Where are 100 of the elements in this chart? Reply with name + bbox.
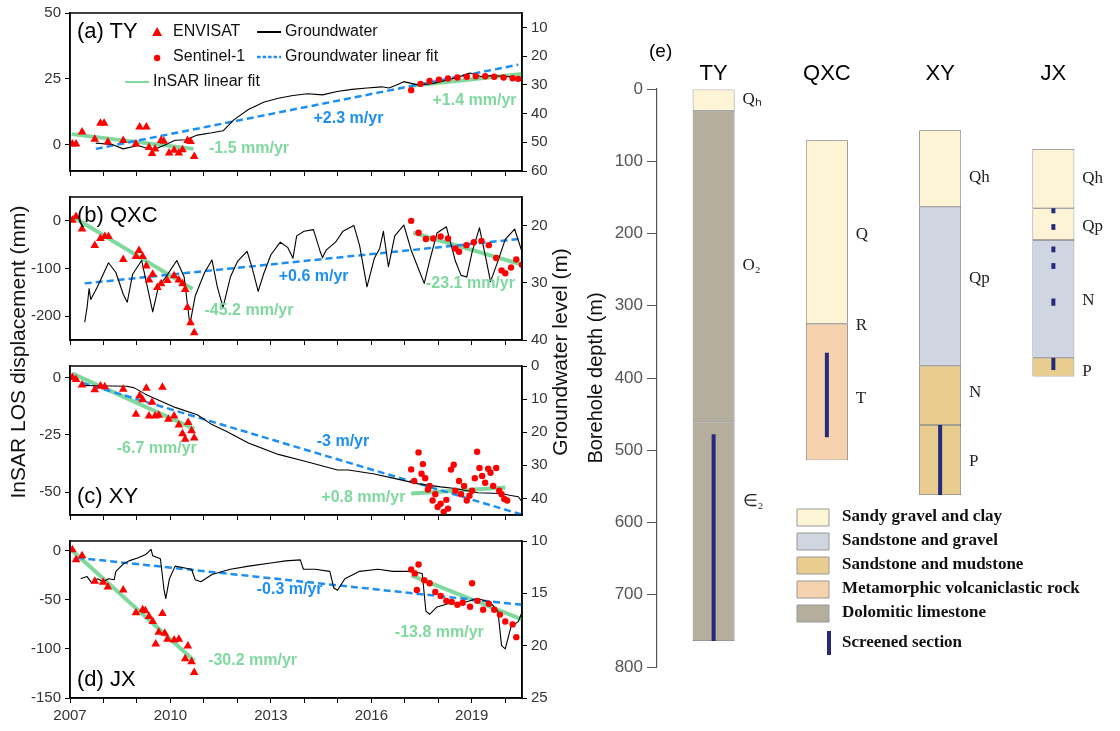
legend-label: Groundwater linear fit: [285, 47, 439, 65]
y2-tick-label: 25: [531, 688, 548, 706]
y2-axis-title: Groundwater level (m): [548, 248, 572, 456]
point: [468, 487, 476, 494]
point: [481, 479, 489, 486]
y-tick-label: -100: [30, 258, 61, 276]
annotation: -30.2 mm/yr: [208, 650, 298, 668]
y2-tick-label: 10: [531, 17, 548, 35]
y-tick-label: 0: [633, 78, 643, 98]
point: [437, 592, 444, 600]
point: [158, 382, 167, 390]
y-tick-label: 700: [614, 584, 643, 604]
point: [189, 667, 199, 675]
text: (d) JX: [77, 666, 136, 692]
point: [496, 611, 504, 618]
point: [153, 282, 162, 291]
annotation: +2.3 m/yr: [313, 109, 384, 127]
point: [180, 653, 190, 662]
y2-tick-label: 40: [531, 330, 548, 348]
point: [472, 73, 479, 80]
point: [452, 487, 459, 494]
annotation: -1.5 mm/yr: [208, 139, 290, 157]
point: [164, 414, 173, 422]
annotation: +0.8 mm/yr: [321, 487, 406, 505]
x-tick-label: 2007: [53, 706, 87, 724]
y2-tick-label: 20: [531, 46, 548, 64]
y-tick-label: -150: [30, 688, 61, 706]
point: [432, 588, 439, 596]
point: [90, 384, 100, 393]
y2-tick-label: 30: [531, 272, 548, 290]
point: [103, 582, 113, 590]
y-tick-label: 200: [614, 223, 643, 243]
point: [432, 490, 439, 498]
point: [407, 86, 415, 94]
point: [485, 600, 493, 607]
y-tick-label: -50: [39, 590, 61, 608]
y2-tick-label: 10: [531, 531, 548, 549]
point: [479, 606, 487, 613]
chart-title: (a) TY: [77, 18, 139, 44]
y-tick-label: 25: [44, 68, 61, 86]
annotation: P: [969, 450, 979, 470]
annotation: Q: [855, 223, 869, 243]
y-tick-label: 0: [52, 134, 61, 152]
point: [164, 148, 174, 156]
legend-label: InSAR linear fit: [153, 72, 261, 90]
point: [150, 143, 160, 152]
point: [474, 597, 481, 605]
y-tick-label: 600: [614, 512, 643, 532]
point: [443, 496, 450, 504]
point: [118, 254, 128, 262]
point: [515, 75, 522, 83]
point: [491, 73, 498, 80]
point: [151, 639, 161, 647]
y-tick-label: 0: [52, 367, 61, 385]
annotation: -23.1 mm/yr: [426, 273, 515, 291]
chart-title: (b) QXC: [77, 202, 158, 228]
x-tick-label: QXC: [803, 59, 851, 85]
y-tick-label: -100: [30, 639, 61, 657]
point: [413, 586, 421, 594]
legend-label: Sandstone and gravel: [842, 530, 999, 550]
point: [148, 616, 158, 624]
point: [454, 74, 461, 81]
point: [407, 217, 415, 225]
annotation: Qp: [1082, 216, 1104, 236]
point: [468, 579, 476, 587]
annotation: -0.3 m/yr: [256, 580, 323, 598]
y2-tick-label: 20: [531, 635, 548, 653]
annotation: -13.8 mm/yr: [394, 623, 484, 641]
point: [513, 256, 520, 263]
legend-label: ENVISAT: [173, 22, 241, 40]
point: [189, 151, 199, 160]
y2-tick-label: 30: [531, 74, 548, 92]
point: [476, 464, 483, 472]
annotation: Qh: [1082, 168, 1104, 188]
legend-label: Sandstone and mudstone: [842, 554, 1024, 574]
annotation: O₂: [742, 255, 761, 275]
y-tick-label: 400: [614, 367, 643, 387]
point: [189, 432, 199, 441]
annotation: N: [1082, 290, 1095, 310]
point: [426, 579, 433, 587]
legend-label: Metamorphic volcaniclastic rock: [842, 578, 1081, 598]
x-tick-label: TY: [699, 59, 728, 85]
point: [466, 603, 474, 610]
point: [419, 460, 427, 468]
point: [135, 122, 144, 130]
point: [90, 240, 100, 249]
point: [498, 490, 505, 498]
x-tick-label: 2010: [153, 706, 188, 724]
point: [118, 585, 128, 593]
point: [118, 384, 128, 392]
legend-label: Groundwater: [285, 22, 379, 40]
point: [142, 122, 151, 130]
point: [418, 470, 425, 477]
point: [421, 577, 428, 584]
text: (c) XY: [77, 483, 139, 509]
point: [90, 134, 100, 142]
point: [183, 302, 192, 311]
point: [444, 75, 452, 82]
point: [447, 466, 455, 473]
point: [148, 269, 158, 277]
